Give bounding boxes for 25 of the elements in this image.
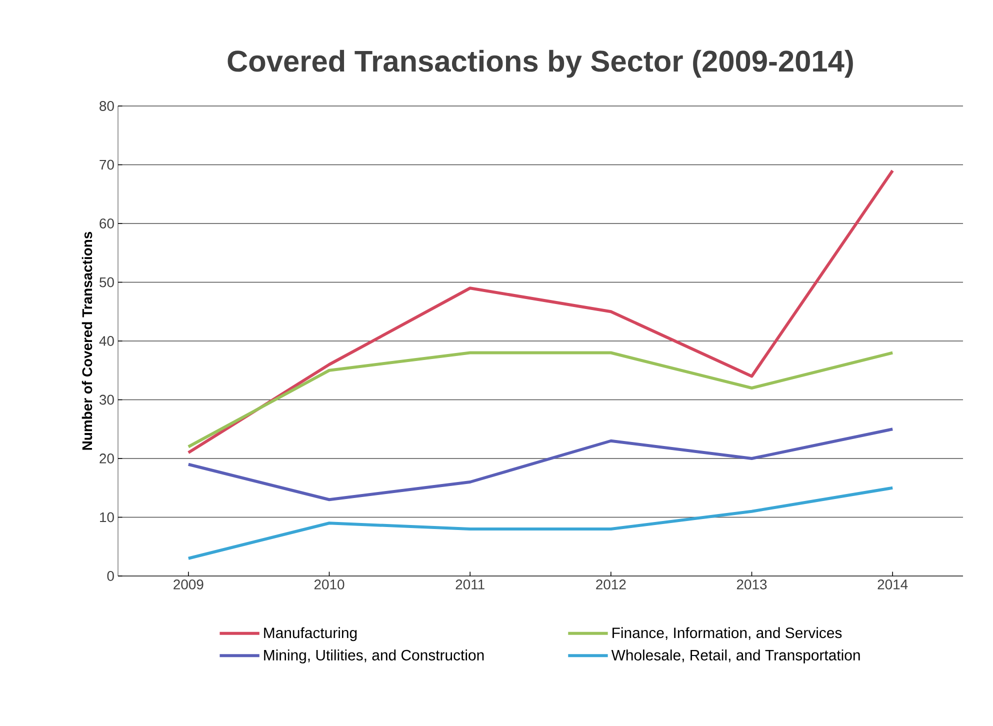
y-tick-label: 40	[99, 336, 114, 346]
x-tick-label: 2010	[314, 580, 344, 590]
legend-label: Finance, Information, and Services	[612, 627, 842, 640]
y-tick-label: 10	[100, 512, 114, 522]
y-tick-label: 80	[100, 101, 114, 111]
line-series	[186, 428, 894, 502]
y-tick-label: 50	[100, 277, 114, 288]
x-tick-label: 2011	[456, 580, 484, 590]
y-tick-label: 30	[99, 394, 114, 405]
line-series	[186, 169, 894, 454]
legend-label: Mining, Utilities, and Construction	[264, 649, 484, 664]
line-series	[186, 486, 894, 560]
x-tick-label: 2012	[596, 580, 626, 590]
y-tick-label: 70	[100, 160, 114, 170]
x-tick-label: 2009	[174, 580, 204, 590]
legend-label: Wholesale, Retail, and Transportation	[611, 649, 860, 664]
chart-title: Covered Transactions by Sector (2009-2014)	[228, 50, 853, 78]
y-tick-label: 0	[107, 571, 114, 581]
legend-label: Manufacturing	[264, 627, 357, 642]
line-series	[186, 351, 894, 448]
y-tick-label: 20	[100, 454, 114, 464]
x-tick-label: 2014	[878, 580, 908, 590]
y-axis-title: Number of Covered Transactions	[82, 232, 92, 450]
x-tick-label: 2013	[736, 580, 767, 590]
y-tick-label: 60	[100, 218, 114, 228]
